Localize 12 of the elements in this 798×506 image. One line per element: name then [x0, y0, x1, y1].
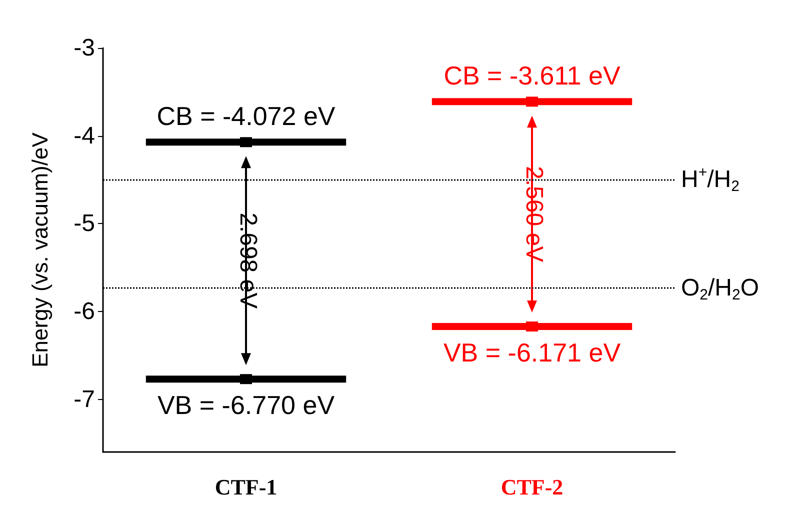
y-tick-label: -7 — [74, 386, 95, 413]
x-tick-label: CTF-1 — [214, 474, 278, 500]
data-label: CB = -3.611 eV — [444, 60, 621, 91]
y-axis-title: Energy (vs. vacuum)/eV — [28, 132, 52, 368]
y-tick-label: -3 — [74, 34, 95, 62]
data-label: VB = -6.770 eV — [157, 390, 336, 420]
data-label: CB = -4.072 eV — [156, 101, 336, 132]
x-tick-label: CTF-2 — [500, 474, 564, 500]
y-tick-label: -4 — [74, 122, 95, 150]
y-tick-label: -6 — [74, 298, 95, 325]
data-label: VB = -6.171 eV — [443, 337, 622, 368]
y-tick-label: -5 — [74, 210, 95, 238]
